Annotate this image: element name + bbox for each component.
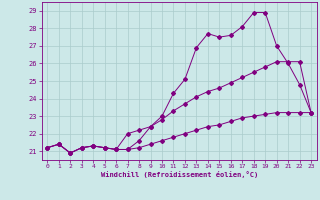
- X-axis label: Windchill (Refroidissement éolien,°C): Windchill (Refroidissement éolien,°C): [100, 171, 258, 178]
